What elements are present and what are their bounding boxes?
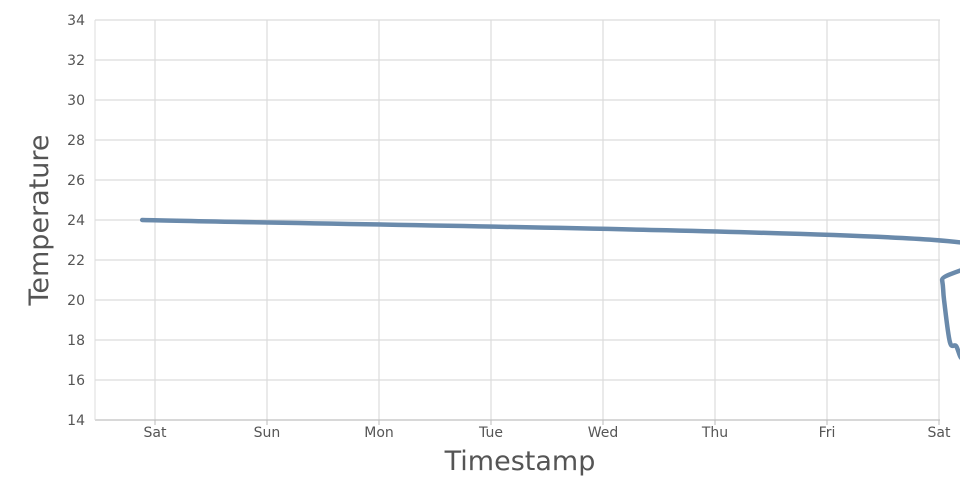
temperature-series-line — [139, 217, 960, 360]
x-tick-label: Fri — [819, 425, 836, 441]
x-tick-label: Sun — [254, 425, 281, 441]
y-tick-label: 26 — [67, 173, 85, 189]
x-tick-label: Thu — [701, 425, 728, 441]
y-tick-label: 34 — [67, 13, 85, 29]
x-tick-label: Sat — [144, 425, 167, 441]
y-axis-title: Temperature — [24, 134, 55, 306]
y-tick-label: 24 — [67, 213, 85, 229]
y-tick-label: 22 — [67, 253, 85, 269]
x-tick-label: Sat — [928, 425, 951, 441]
y-tick-label: 28 — [67, 133, 85, 149]
y-tick-label: 14 — [67, 413, 85, 429]
y-tick-label: 16 — [67, 373, 85, 389]
y-tick-label: 30 — [67, 93, 85, 109]
x-tick-label: Wed — [588, 425, 619, 441]
x-tick-label: Tue — [478, 425, 503, 441]
y-tick-label: 18 — [67, 333, 85, 349]
x-axis-title: Timestamp — [444, 446, 596, 477]
y-tick-label: 20 — [67, 293, 85, 309]
x-tick-label: Mon — [364, 425, 394, 441]
y-tick-label: 32 — [67, 53, 85, 69]
